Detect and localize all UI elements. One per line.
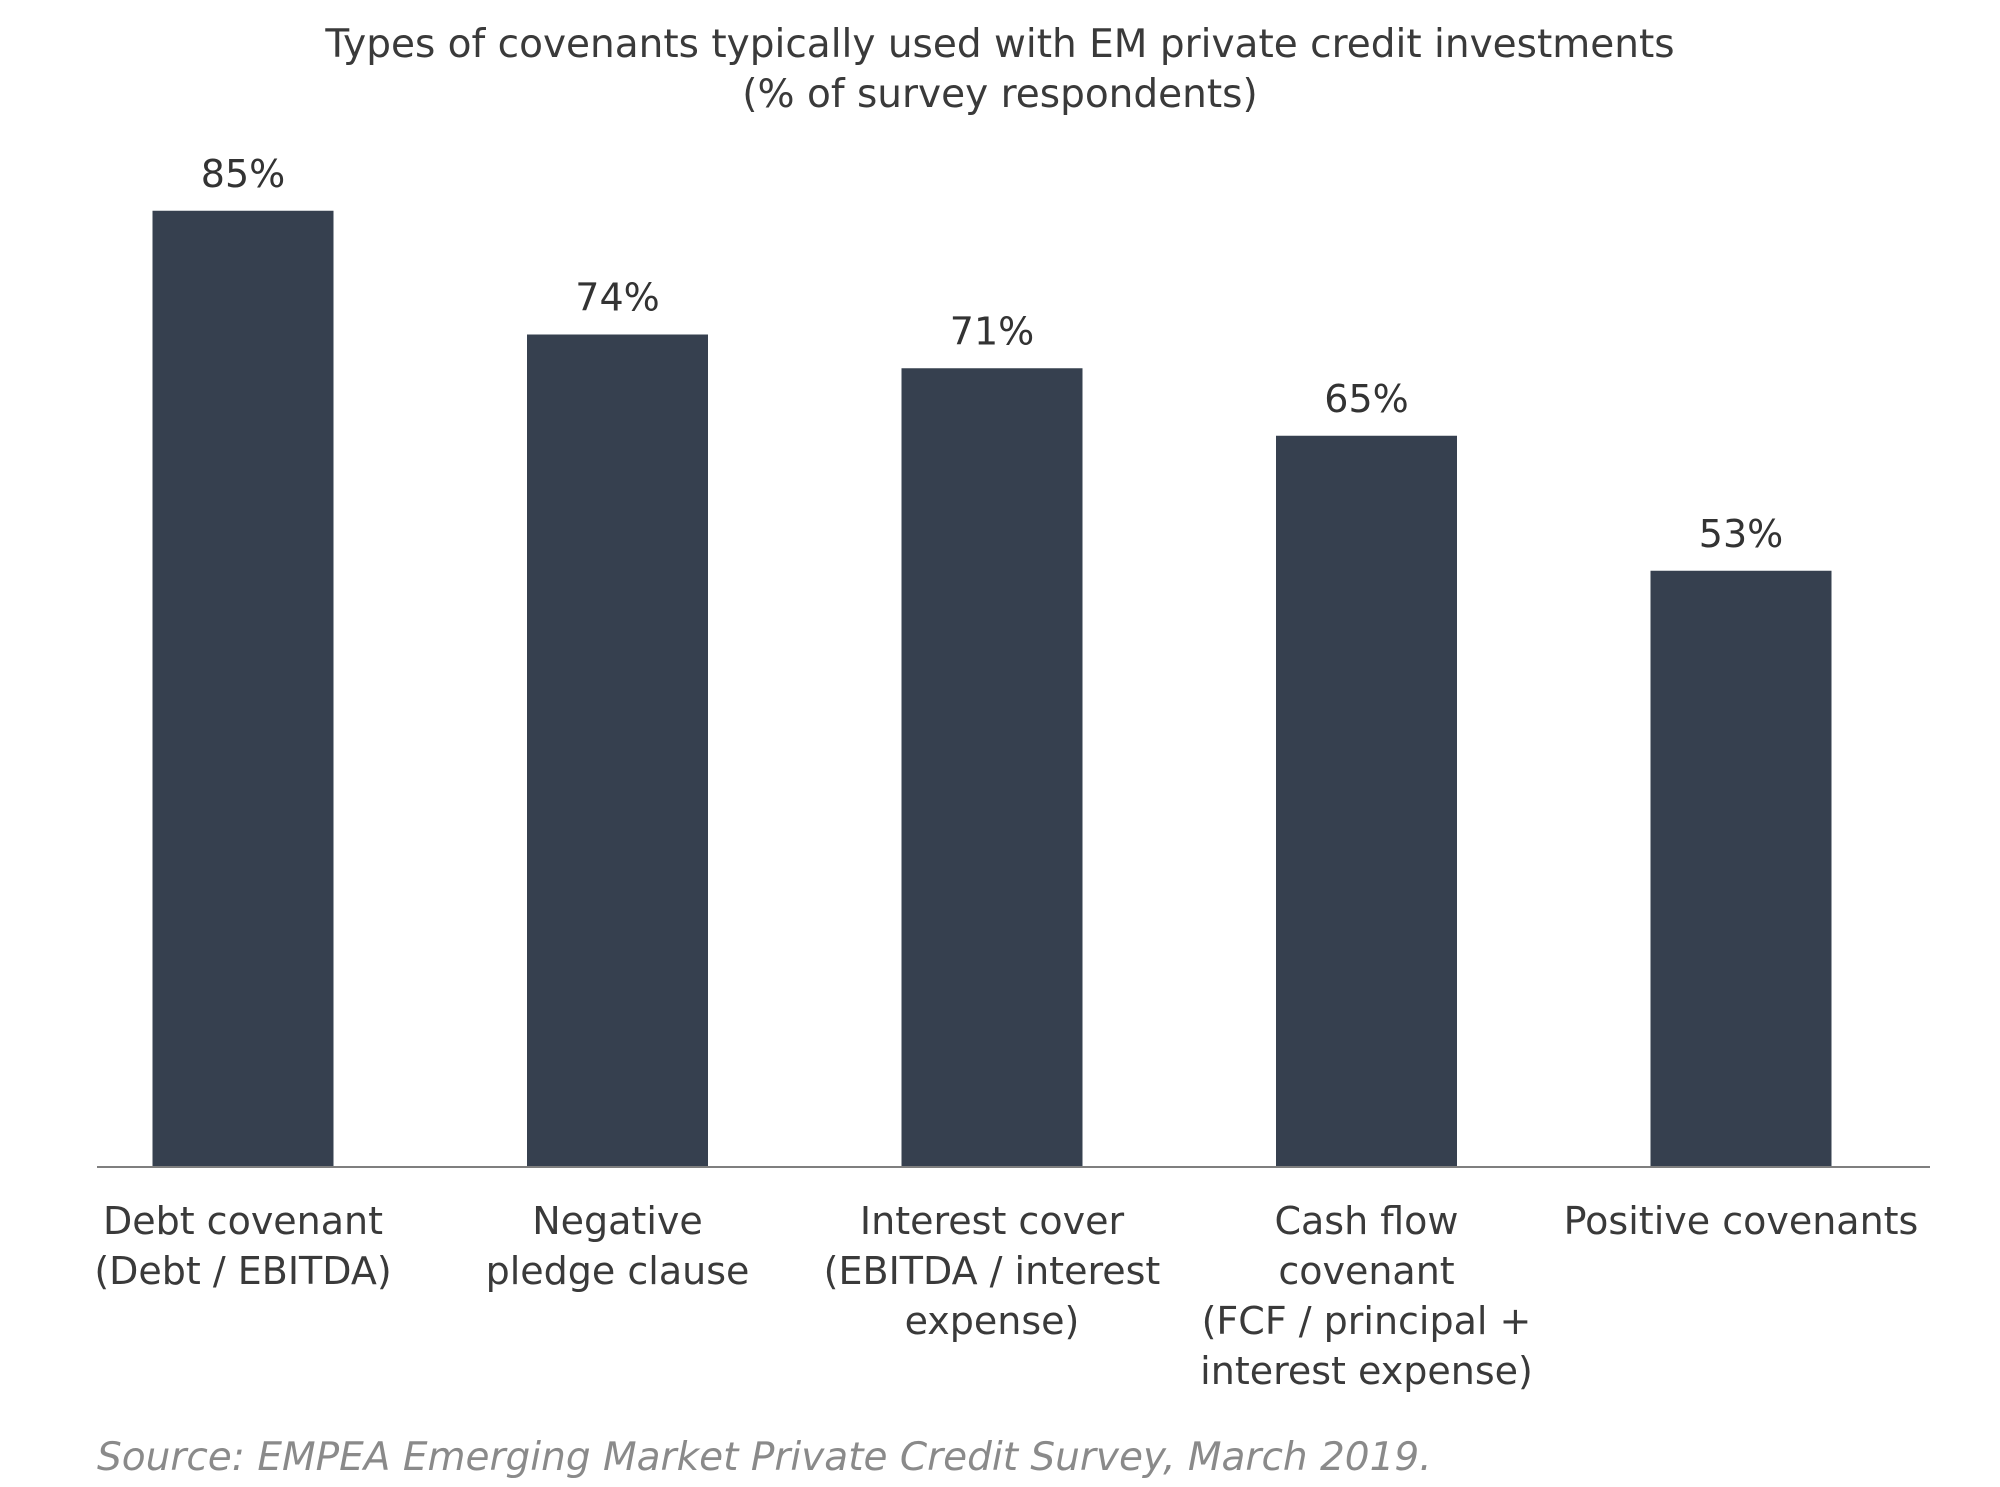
x-tick-label: Interest cover (EBITDA / interest expense) xyxy=(824,1199,1161,1343)
bar xyxy=(527,334,708,1167)
chart-subtitle: (% of survey respondents) xyxy=(742,72,1258,117)
x-tick-label: Debt covenant (Debt / EBITDA) xyxy=(94,1199,391,1293)
data-label: 65% xyxy=(1324,377,1408,421)
bar xyxy=(1276,435,1457,1167)
chart-title: Types of covenants typically used with E… xyxy=(325,22,1675,67)
x-tick-label: Positive covenants xyxy=(1564,1199,1919,1243)
data-label: 53% xyxy=(1699,512,1783,556)
data-label: 85% xyxy=(201,152,285,196)
x-tick-label: Negative pledge clause xyxy=(486,1199,750,1293)
data-label: 74% xyxy=(575,276,659,320)
bar xyxy=(1650,570,1832,1167)
source-note: Source: EMPEA Emerging Market Private Cr… xyxy=(97,1435,1432,1480)
data-label: 71% xyxy=(950,309,1034,353)
x-tick-label: Cash flow covenant (FCF / principal + inter… xyxy=(1200,1199,1533,1393)
bar xyxy=(901,368,1083,1167)
bar xyxy=(152,210,334,1167)
